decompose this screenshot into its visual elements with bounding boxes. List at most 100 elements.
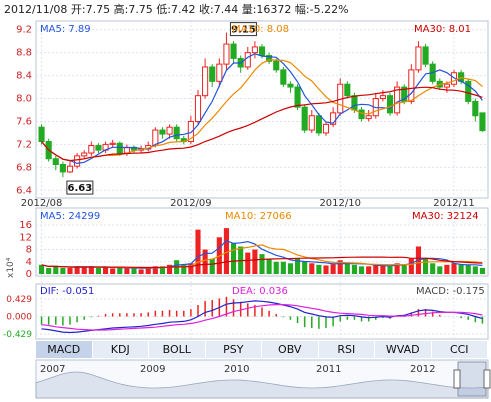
volume-bar: [266, 258, 272, 274]
volume-bar: [110, 268, 116, 274]
volume-bar: [202, 249, 208, 274]
tab-rsi[interactable]: RSI: [318, 341, 375, 358]
candle-body: [159, 129, 166, 135]
volume-tick-label: 4: [26, 257, 32, 268]
volume-tick-label: 12: [19, 232, 32, 243]
ma30-line: [41, 86, 483, 162]
macd-histogram: [40, 296, 484, 329]
tab-cci[interactable]: CCI: [431, 341, 488, 358]
volume-bar: [273, 261, 279, 274]
volume-bar: [60, 267, 66, 274]
candle-body: [230, 43, 237, 59]
candle-body: [394, 86, 401, 114]
volume-bar: [209, 258, 215, 274]
candle-body: [315, 115, 322, 134]
overview-right-handle[interactable]: [483, 369, 491, 389]
volume-bar: [74, 266, 80, 274]
price-tick-label: 6.8: [16, 162, 32, 173]
quote-header: 2012/11/08 开:7.75 高:7.75 低:7.42 收:7.44 量…: [4, 1, 349, 17]
candle-body: [443, 83, 450, 88]
price-panel-frame: [35, 20, 489, 199]
volume-bar: [309, 263, 315, 274]
candle-body: [344, 83, 351, 97]
volume-bar: [373, 265, 379, 274]
candle-body: [472, 100, 479, 117]
candle-body: [273, 60, 280, 71]
candle-body: [294, 86, 301, 108]
volume-legend-ma10: MA10: 27066: [225, 211, 292, 222]
price-tick-label: 6.4: [16, 185, 32, 196]
tab-boll[interactable]: BOLL: [149, 341, 206, 358]
candle-body: [408, 69, 415, 102]
price-legend-ma10: MA10: 8.08: [232, 24, 289, 35]
header-change: 幅:-5.22%: [294, 3, 349, 16]
macd-legend-dif: DIF: -0.051: [40, 286, 94, 297]
volume-bar: [366, 266, 372, 274]
tab-kdj[interactable]: KDJ: [92, 341, 149, 358]
candle-body: [59, 163, 66, 173]
candle-body: [66, 165, 74, 173]
volume-legend-ma30: MA30: 32124: [412, 211, 479, 222]
volume-unit-label: x10⁴: [6, 257, 16, 278]
date-axis: 2012/08 2012/09 2012/10 2012/11: [21, 198, 475, 209]
macd-legend-dea: DEA: 0.036: [232, 286, 288, 297]
candle-body: [287, 83, 294, 88]
volume-bar: [223, 228, 230, 274]
date-tick-label: 2012/09: [170, 198, 212, 209]
candle-body: [95, 145, 102, 151]
candle-body: [415, 46, 422, 71]
candle-body: [301, 106, 308, 131]
volume-bar: [280, 261, 286, 274]
volume-bar: [38, 264, 45, 274]
volume-bar: [294, 258, 301, 274]
overview-range-window: [457, 361, 487, 397]
date-tick-label: 2012/11: [433, 198, 475, 209]
volume-bar: [166, 264, 173, 274]
price-tick-label: 7.6: [16, 116, 32, 127]
macd-axis: 0.429 0.000 -0.429: [3, 295, 32, 340]
price-axis: 9.2 8.8 8.4 8.0 7.6 7.2 6.8 6.4: [16, 25, 32, 197]
overview-area: 2007 2009 2010 2011 2012: [35, 361, 491, 399]
candle-body: [365, 115, 372, 120]
candle-body: [308, 115, 315, 131]
volume-bar: [351, 264, 358, 274]
candlesticks: [38, 32, 486, 178]
annotation-box: [229, 22, 257, 37]
volume-bar: [230, 243, 237, 274]
volume-bar: [252, 249, 258, 274]
overview-year-label: 2009: [140, 364, 165, 375]
candle-body: [173, 126, 180, 140]
dea-line: [41, 304, 483, 331]
macd-tick-label: -0.429: [3, 330, 32, 340]
volume-bar: [451, 263, 457, 274]
annotation-label: 6.63: [68, 183, 93, 194]
header-date: 2012/11/08: [4, 3, 68, 16]
tab-psy[interactable]: PSY: [205, 341, 262, 358]
header-volume: 量:16372: [241, 3, 292, 16]
candle-body: [109, 142, 116, 145]
candle-body: [223, 43, 230, 65]
volume-bar: [422, 258, 429, 274]
tab-macd[interactable]: MACD: [36, 341, 93, 358]
tab-wvad[interactable]: WVAD: [375, 341, 432, 358]
volume-bar: [337, 260, 343, 274]
candle-body: [38, 126, 45, 143]
tab-obv[interactable]: OBV: [262, 341, 319, 358]
candle-body: [351, 95, 358, 111]
volume-bar: [138, 269, 144, 274]
volume-bar: [88, 266, 94, 274]
price-tick-label: 8.4: [16, 71, 32, 82]
candle-body: [386, 95, 394, 114]
ma5-line: [41, 53, 483, 165]
volume-bar: [53, 266, 59, 274]
date-tick-label: 2012/10: [319, 198, 361, 209]
volume-bar: [465, 264, 471, 274]
candle-body: [358, 109, 365, 120]
volume-legend-ma5: MA5: 24299: [40, 211, 100, 222]
volume-bar: [145, 267, 151, 274]
header-low: 低:7.42: [156, 3, 196, 16]
price-legend-ma30: MA30: 8.01: [414, 24, 471, 35]
overview-left-handle[interactable]: [453, 369, 461, 389]
